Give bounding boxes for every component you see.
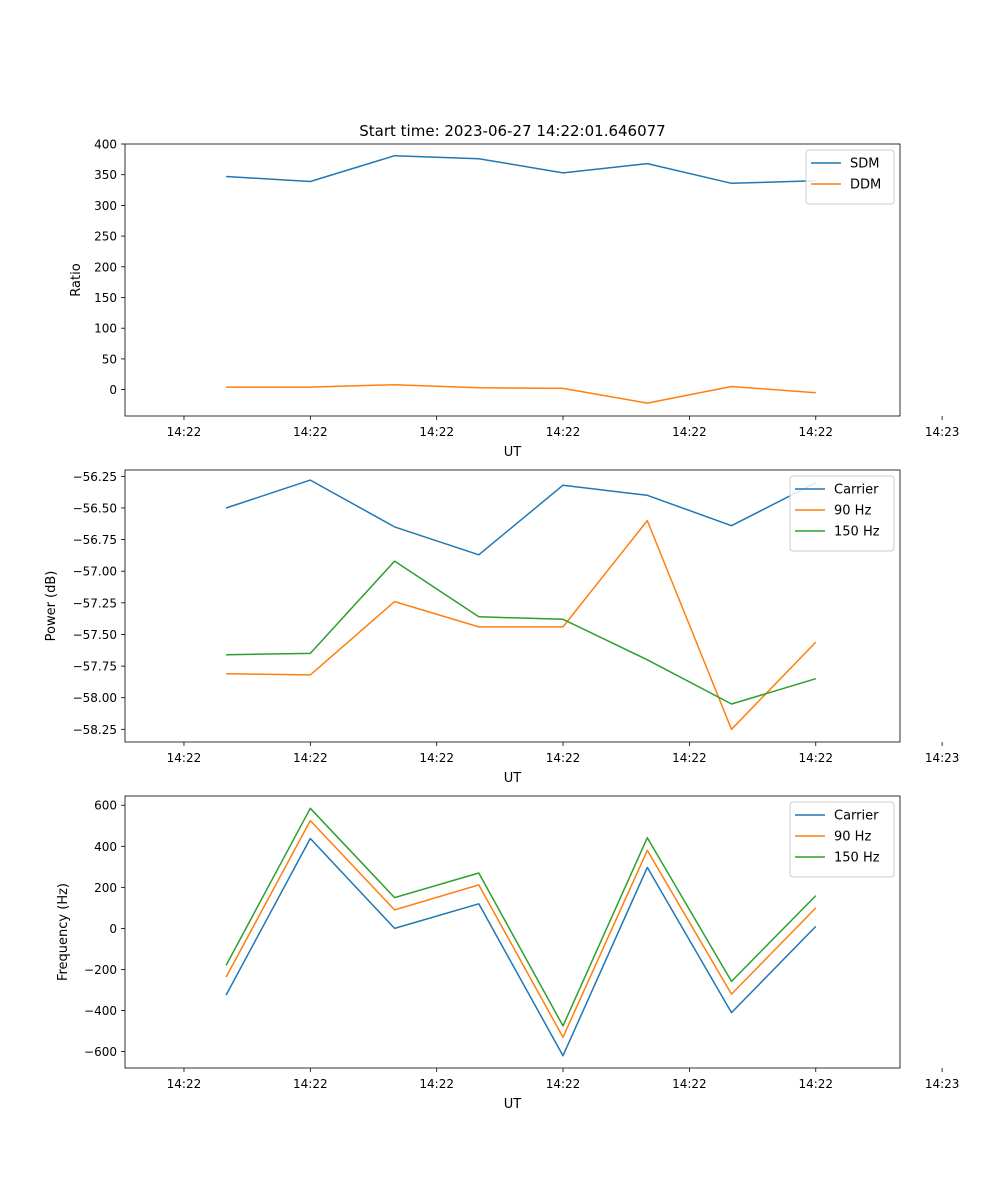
y-tick-label: 0 xyxy=(109,383,117,397)
series-line-0 xyxy=(225,479,817,556)
series-line-1 xyxy=(225,819,817,1038)
y-tick-label: 250 xyxy=(94,230,117,244)
x-tick-label: 14:23 xyxy=(925,1077,960,1091)
y-tick-label: 150 xyxy=(94,291,117,305)
x-tick-label: 14:22 xyxy=(672,425,707,439)
x-tick-label: 14:22 xyxy=(672,1077,707,1091)
x-tick-label: 14:22 xyxy=(293,751,328,765)
series-line-0 xyxy=(225,837,817,1057)
y-tick-label: −200 xyxy=(84,963,117,977)
legend-label: Carrier xyxy=(834,809,879,824)
y-tick-label: 0 xyxy=(109,922,117,936)
panel-frequency: 14:22 14:22 14:22 14:22 14:22 14:22 14:23 −600 −… xyxy=(56,795,960,1112)
x-tick-label: 14:22 xyxy=(419,425,454,439)
x-tick-label: 14:22 xyxy=(798,1077,833,1091)
plot-frame xyxy=(124,469,901,743)
x-tick-label: 14:22 xyxy=(293,425,328,439)
legend-label: 90 Hz xyxy=(834,830,871,845)
x-axis-label: UT xyxy=(504,771,522,786)
x-tick-label: 14:22 xyxy=(672,751,707,765)
y-tick-label: 200 xyxy=(94,260,117,274)
y-axis-label: Frequency (Hz) xyxy=(56,883,71,981)
x-axis-label: UT xyxy=(504,445,522,460)
x-tick-label: 14:23 xyxy=(925,425,960,439)
y-tick-label: −56.75 xyxy=(73,533,117,547)
y-tick-label: 400 xyxy=(94,840,117,854)
figure-title: Start time: 2023-06-27 14:22:01.646077 xyxy=(359,122,665,140)
legend-label: SDM xyxy=(850,157,879,172)
legend-label: 150 Hz xyxy=(834,525,880,540)
legend: Carrier 90 Hz 150 Hz xyxy=(789,801,895,878)
x-tick-label: 14:22 xyxy=(167,751,202,765)
series-line-2 xyxy=(225,807,817,1027)
x-tick-label: 14:22 xyxy=(167,425,202,439)
x-tick-label: 14:22 xyxy=(546,1077,581,1091)
panel-power: 14:22 14:22 14:22 14:22 14:22 14:22 14:23 −58.2… xyxy=(44,469,960,786)
legend-label: 150 Hz xyxy=(834,851,880,866)
y-axis-label: Ratio xyxy=(69,263,84,296)
y-tick-label: 400 xyxy=(94,138,117,152)
y-tick-label: 100 xyxy=(94,322,117,336)
x-tick-label: 14:22 xyxy=(293,1077,328,1091)
plot-frame xyxy=(124,795,901,1069)
x-tick-label: 14:22 xyxy=(546,751,581,765)
y-tick-label: −56.50 xyxy=(73,501,117,515)
y-tick-label: −57.25 xyxy=(73,596,117,610)
y-axis-label: Power (dB) xyxy=(44,571,59,642)
x-tick-label: 14:22 xyxy=(419,751,454,765)
y-tick-label: −58.00 xyxy=(73,691,117,705)
legend: Carrier 90 Hz 150 Hz xyxy=(789,475,895,552)
y-tick-label: 50 xyxy=(102,352,117,366)
series-line-0 xyxy=(226,154,816,185)
legend: SDM DDM xyxy=(805,149,895,205)
series-line-1 xyxy=(226,519,817,731)
y-tick-label: −57.50 xyxy=(73,628,117,642)
series-line-2 xyxy=(226,560,817,705)
x-axis-label: UT xyxy=(504,1097,522,1112)
legend-label: Carrier xyxy=(834,483,879,498)
y-tick-label: −57.00 xyxy=(73,565,117,579)
legend-box xyxy=(789,801,895,878)
legend-label: DDM xyxy=(850,178,881,193)
y-tick-label: −58.25 xyxy=(73,723,117,737)
x-tick-label: 14:22 xyxy=(419,1077,454,1091)
x-tick-label: 14:22 xyxy=(546,425,581,439)
panel-ratio: 14:22 14:22 14:22 14:22 14:22 14:22 14:23 0 50 10… xyxy=(69,138,959,461)
y-tick-label: −57.75 xyxy=(73,660,117,674)
series-line-1 xyxy=(226,383,816,404)
y-tick-label: 200 xyxy=(94,881,117,895)
y-tick-label: −400 xyxy=(84,1004,117,1018)
y-tick-label: 350 xyxy=(94,168,117,182)
plot-frame xyxy=(124,143,901,417)
legend-label: 90 Hz xyxy=(834,504,871,519)
x-tick-label: 14:23 xyxy=(925,751,960,765)
y-tick-label: −56.25 xyxy=(73,470,117,484)
y-tick-label: −600 xyxy=(84,1045,117,1059)
y-tick-label: 600 xyxy=(94,799,117,813)
legend-box xyxy=(789,475,895,552)
x-tick-label: 14:22 xyxy=(167,1077,202,1091)
y-tick-label: 300 xyxy=(94,199,117,213)
x-tick-label: 14:22 xyxy=(798,751,833,765)
x-tick-label: 14:22 xyxy=(798,425,833,439)
